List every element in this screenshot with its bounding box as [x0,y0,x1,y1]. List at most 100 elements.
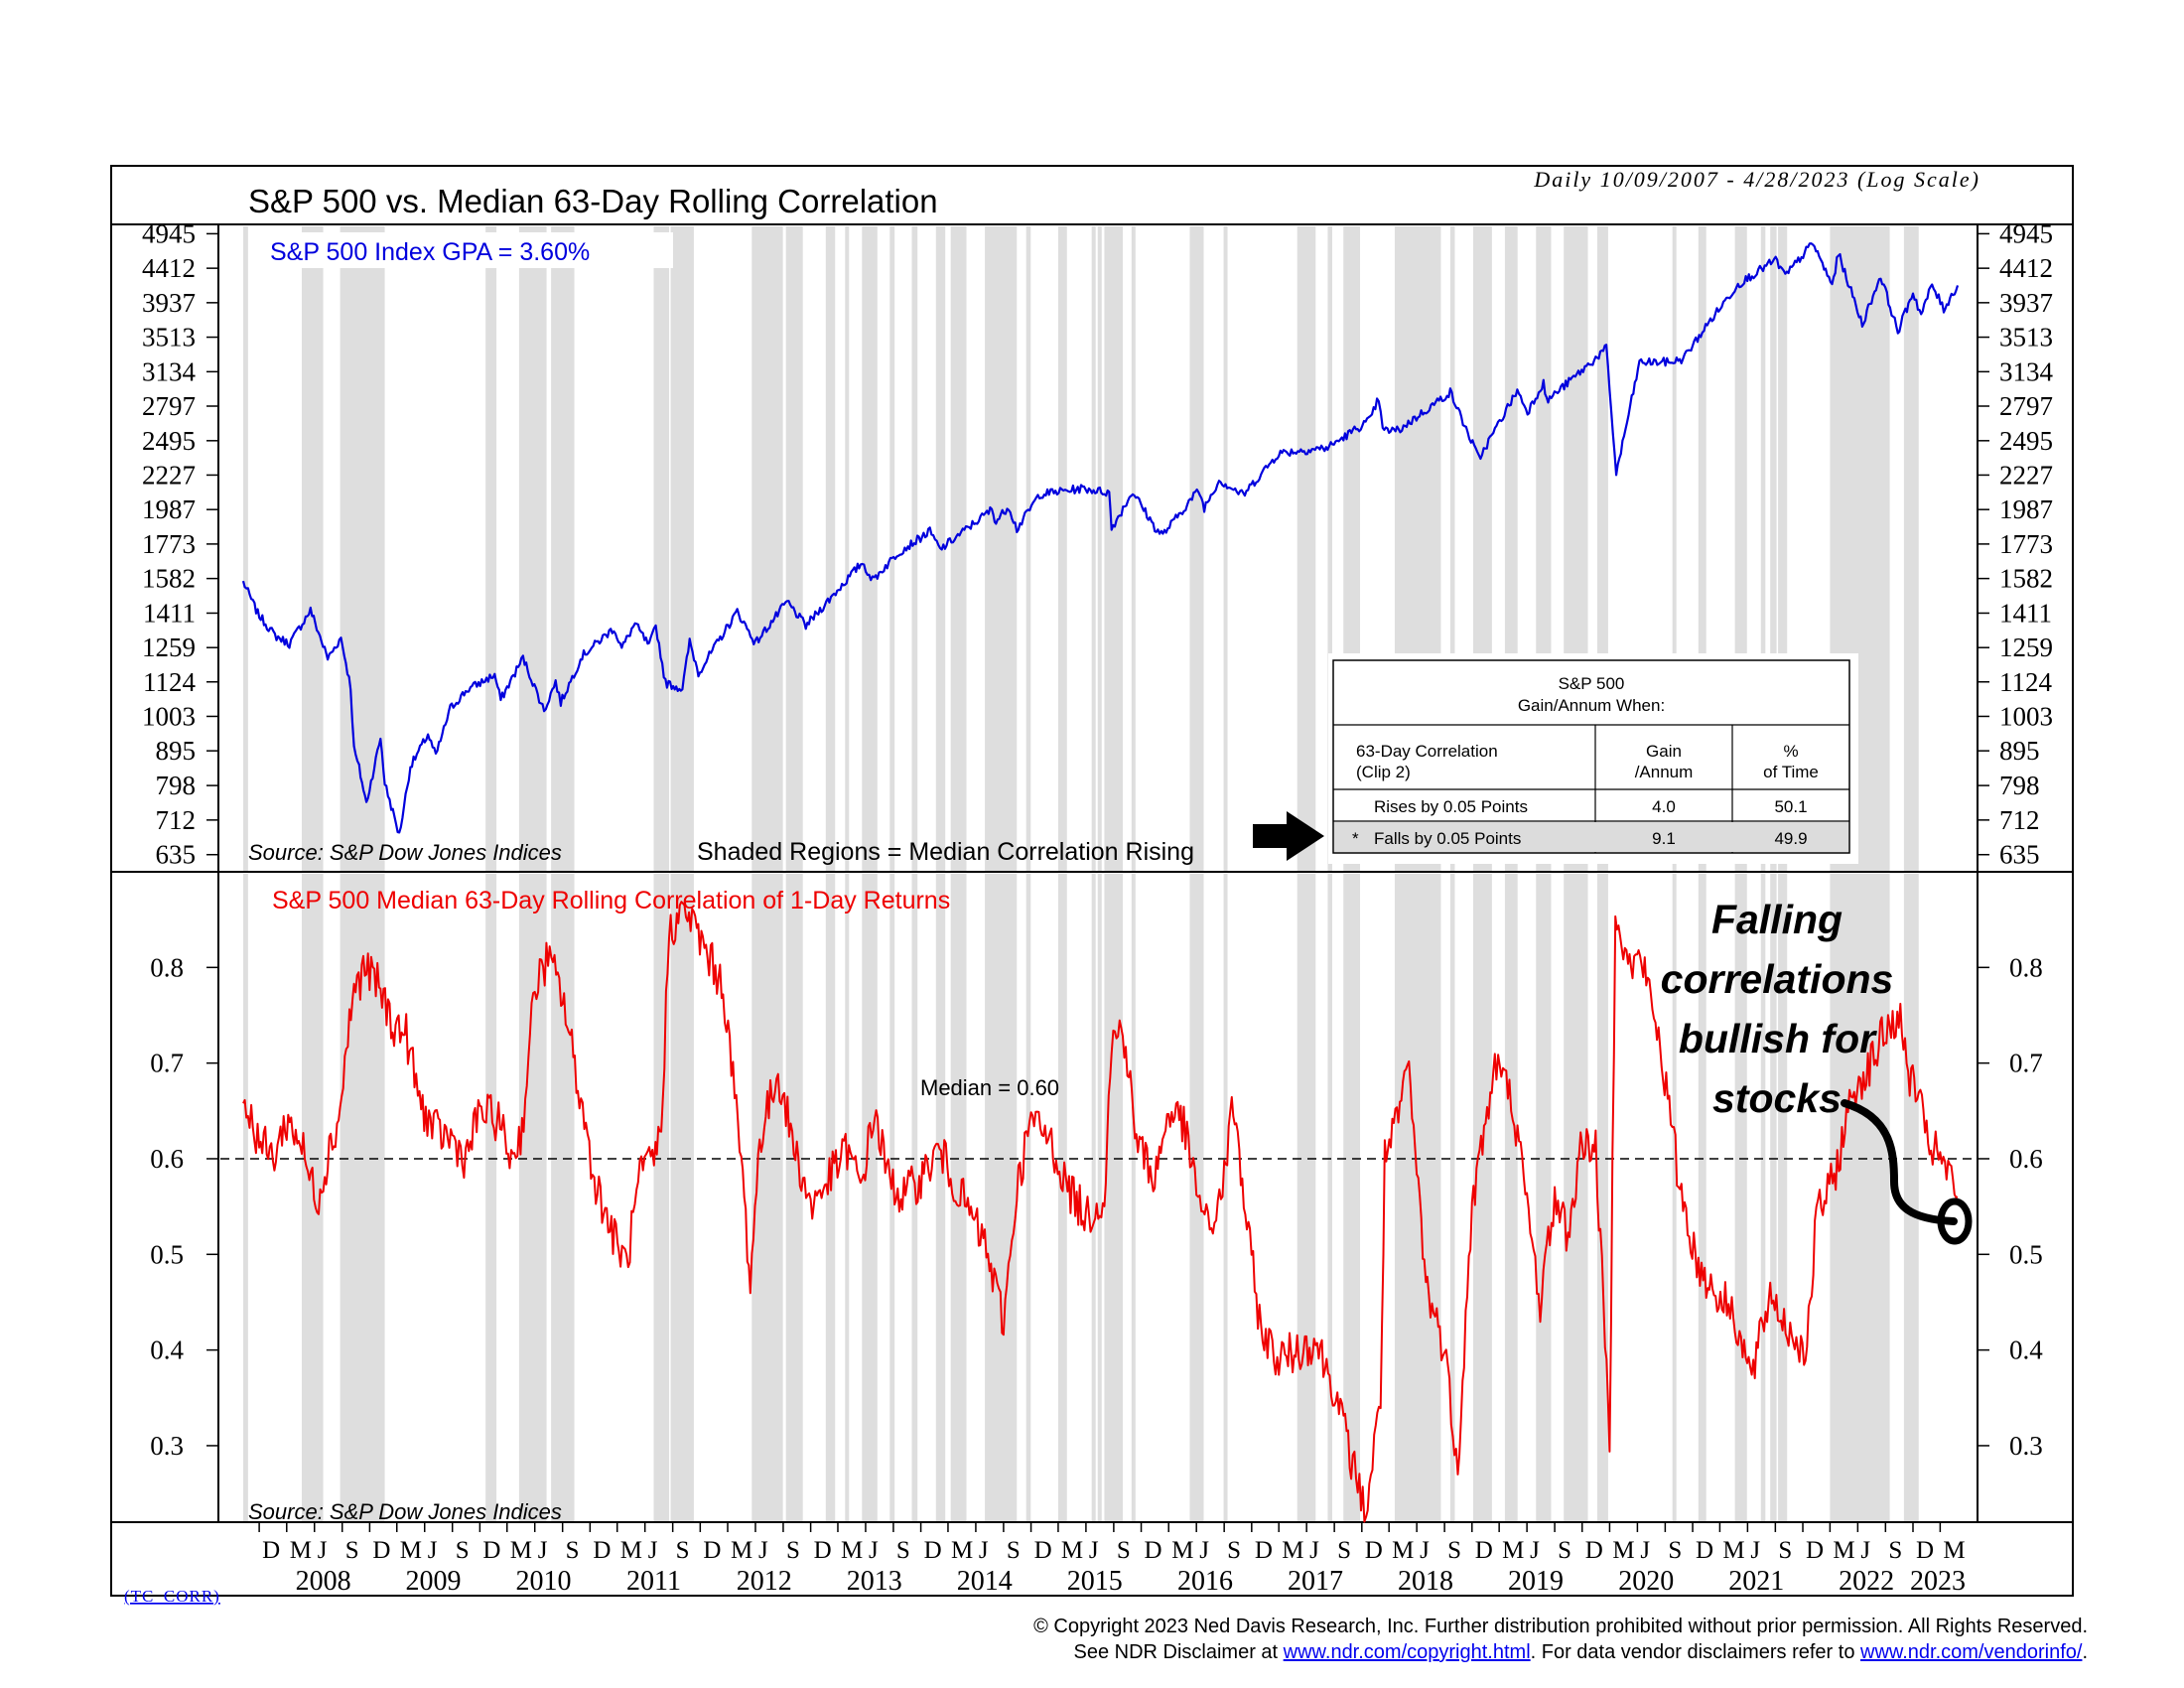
x-month-label: D [1255,1537,1273,1564]
y-tick-label-left: 4412 [142,253,196,283]
x-month-label: M [951,1537,973,1564]
vendorinfo-link[interactable]: www.ndr.com/vendorinfo/ [1859,1641,2083,1663]
x-month-label: J [538,1537,548,1564]
y-tick-label-left: 1582 [142,564,196,594]
footer-code[interactable]: (TC_CORR) [124,1587,220,1606]
shaded-region [1025,874,1031,1521]
x-month-label: D [1365,1537,1383,1564]
shaded-region [243,226,248,871]
shaded-region [1734,874,1747,1521]
row1-label: Rises by 0.05 Points [1374,797,1528,816]
top-source-label: Source: S&P Dow Jones Indices [248,840,562,865]
shaded-region [1131,226,1136,871]
y-tick-label-right: 712 [1999,805,2040,835]
shaded-region [845,226,850,871]
x-month-label: J [1750,1537,1760,1564]
shaded-region [670,874,694,1521]
y-tick-label-left: 4945 [142,218,196,248]
x-year-label: 2022 [1839,1566,1894,1597]
shaded-region [1057,874,1067,1521]
x-month-label: S [345,1537,359,1564]
x-month-label: S [1888,1537,1902,1564]
shaded-region [1097,226,1102,871]
sp500-series-line [241,242,1960,834]
x-month-label: J [428,1537,438,1564]
y-tick-label-left: 0.6 [150,1144,184,1174]
series-label-bg [256,232,673,268]
y-tick-label-right: 2495 [1999,426,2053,456]
shaded-region [551,226,575,871]
shaded-region [670,226,694,871]
col3-subheader: of Time [1763,763,1819,781]
shaded-region [1394,874,1441,1521]
y-tick-label-right: 798 [1999,771,2040,800]
stats-table: S&P 500 Gain/Annum When: 63-Day Correlat… [1328,653,1858,864]
row1-pct: 50.1 [1774,797,1807,816]
x-month-label: J [1309,1537,1319,1564]
annotation-line-1: Falling [1711,897,1843,942]
row2-gain: 9.1 [1652,829,1676,848]
shaded-region [911,226,918,871]
x-month-label: D [703,1537,721,1564]
x-month-label: S [456,1537,470,1564]
y-tick-label-right: 0.8 [2009,952,2043,982]
shaded-region [1297,226,1316,871]
y-tick-label-left: 798 [156,771,197,800]
y-tick-label-right: 0.3 [2009,1431,2043,1461]
shaded-region [1449,226,1455,871]
shaded-region [1025,226,1031,871]
annotation-line-4: stocks [1712,1075,1842,1121]
x-month-label: M [731,1537,752,1564]
x-year-label: 2019 [1508,1566,1564,1597]
x-month-label: S [786,1537,800,1564]
shaded-region [1903,874,1919,1521]
shaded-region [551,874,575,1521]
copyright-link[interactable]: www.ndr.com/copyright.html [1283,1641,1531,1663]
shaded-region [1449,874,1455,1521]
shaded-region [485,226,497,871]
y-tick-label-left: 0.4 [150,1336,184,1365]
shaded-region [985,226,1018,871]
y-tick-label-left: 712 [156,805,197,835]
y-tick-label-left: 1773 [142,529,196,559]
shaded-region [862,226,878,871]
y-tick-label-right: 0.4 [2009,1336,2043,1365]
x-month-label: D [482,1537,500,1564]
y-tick-label-left: 3134 [142,356,197,386]
y-tick-label-left: 1259 [142,633,196,662]
date-range-label: Daily 10/09/2007 - 4/28/2023 (Log Scale) [1533,167,1980,192]
shaded-region [1760,874,1766,1521]
shaded-region [1672,874,1677,1521]
shaded-region [1672,226,1677,871]
x-month-label: J [648,1537,658,1564]
x-month-label: J [1860,1537,1870,1564]
x-month-label: M [1612,1537,1634,1564]
x-month-label: M [1943,1537,1965,1564]
shaded-region [862,874,878,1521]
shaded-region [1297,874,1316,1521]
x-year-label: 2020 [1618,1566,1674,1597]
shaded-region [1104,226,1123,871]
outer-frame [110,165,2074,1597]
x-month-label: J [1530,1537,1540,1564]
x-month-label: J [1089,1537,1099,1564]
shaded-region [1327,226,1333,871]
shaded-region [751,226,783,871]
annotation-line-2: correlations [1661,956,1894,1002]
chart-title: S&P 500 vs. Median 63-Day Rolling Correl… [248,183,938,219]
shaded-regions-note: Shaded Regions = Median Correlation Risi… [697,838,1194,866]
x-month-label: D [1696,1537,1713,1564]
y-tick-label-left: 635 [156,840,197,870]
x-month-label: J [869,1537,879,1564]
shaded-region [301,874,324,1521]
shaded-region [1091,226,1096,871]
x-month-label: M [620,1537,642,1564]
x-month-label: S [676,1537,690,1564]
x-month-label: D [1585,1537,1603,1564]
x-month-label: M [1282,1537,1303,1564]
x-month-label: J [1199,1537,1209,1564]
shaded-region [1698,874,1706,1521]
y-tick-label-right: 1987 [1999,494,2053,524]
x-month-label: J [1420,1537,1430,1564]
